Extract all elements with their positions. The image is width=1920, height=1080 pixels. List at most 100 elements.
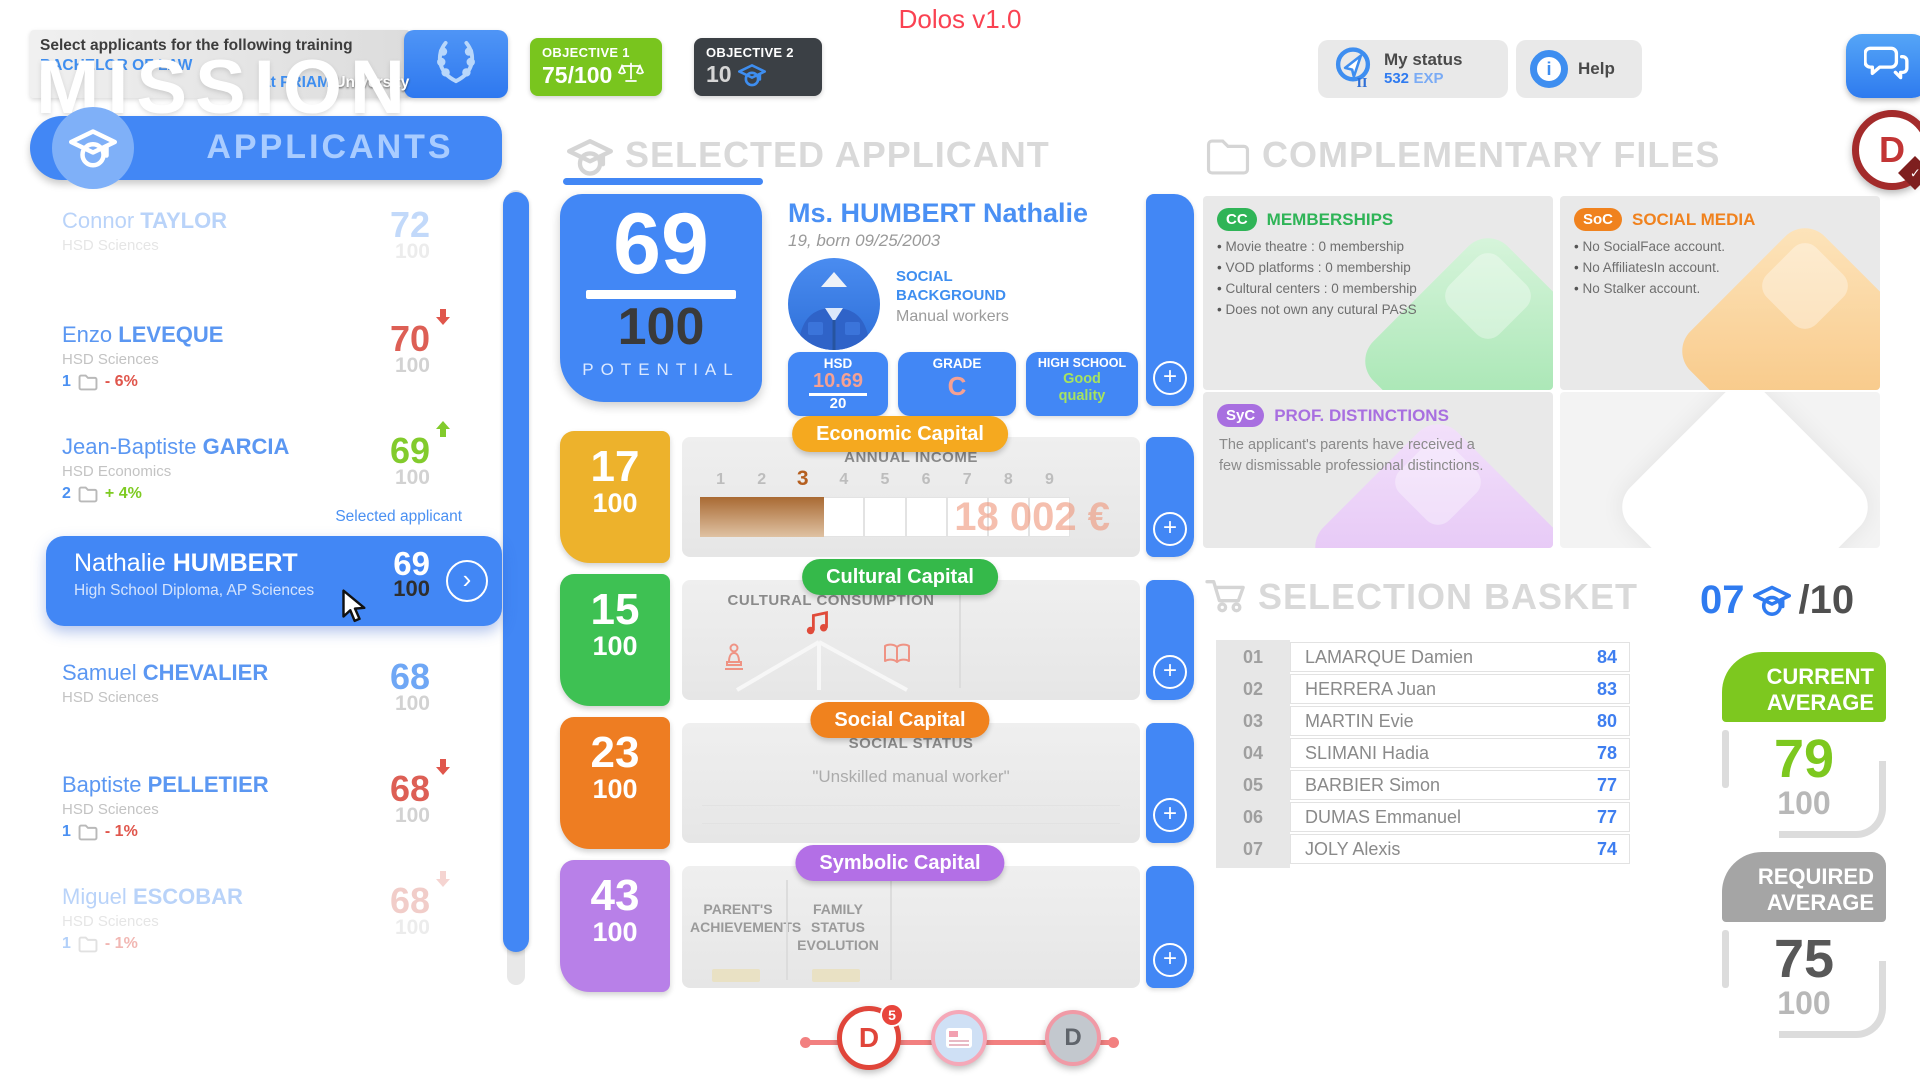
applicant-subtitle: HSD Sciences bbox=[62, 801, 159, 818]
applicant-files: 1 - 1% bbox=[62, 935, 138, 953]
add-symbolic-info-button[interactable]: + bbox=[1153, 943, 1187, 977]
applicant-subtitle: HSD Sciences bbox=[62, 237, 159, 254]
cc-tag: CC bbox=[1217, 208, 1257, 231]
news-button[interactable] bbox=[931, 1010, 987, 1066]
mission-location: at PRIAM University bbox=[262, 74, 410, 91]
mission-banner-background bbox=[30, 30, 410, 98]
grade-badge: GRADE C bbox=[898, 352, 1016, 416]
applicant-name: Samuel CHEVALIER bbox=[62, 660, 269, 685]
folder-icon bbox=[78, 936, 98, 953]
applicant-score: 69 100 bbox=[390, 421, 450, 488]
open-applicant-button[interactable]: › bbox=[446, 560, 488, 602]
symbolic-score-block: 43 100 bbox=[560, 860, 670, 992]
social-background-value: Manual workers bbox=[896, 308, 1009, 325]
dolos-seal-button[interactable]: D ✓ bbox=[1852, 110, 1920, 190]
dolos-secondary-button[interactable]: D bbox=[1045, 1010, 1101, 1066]
compass-level-icon: II bbox=[1332, 45, 1374, 94]
income-bar bbox=[700, 497, 1070, 537]
applicants-scrollbar-thumb[interactable] bbox=[503, 192, 529, 952]
objective-2-badge[interactable]: OBJECTIVE 2 10 bbox=[694, 38, 822, 96]
social-media-card[interactable]: SoC SOCIAL MEDIA No SocialFace account. … bbox=[1560, 196, 1880, 390]
my-status-button[interactable]: II My status 532 EXP bbox=[1318, 40, 1508, 98]
graduation-cap-icon bbox=[567, 136, 613, 178]
objective-1-badge[interactable]: OBJECTIVE 1 75/100 bbox=[530, 38, 662, 96]
basket-row[interactable]: 05 BARBIER Simon 77 bbox=[1216, 770, 1630, 800]
current-average-value: 79 bbox=[1773, 729, 1835, 789]
basket-row[interactable]: 06 DUMAS Emmanuel 77 bbox=[1216, 802, 1630, 832]
applicant-row[interactable]: Miguel ESCOBAR HSD Sciences 1 - 1% 68 100 bbox=[62, 871, 450, 984]
potential-card: 69 100 POTENTIAL bbox=[560, 194, 762, 402]
statue-icon bbox=[722, 642, 746, 672]
applicant-files: 1 - 6% bbox=[62, 373, 138, 390]
panel-divider bbox=[890, 880, 892, 980]
complementary-files-title: COMPLEMENTARY FILES bbox=[1262, 134, 1721, 175]
achievement-bar bbox=[712, 969, 760, 982]
grade-value: C bbox=[947, 371, 967, 401]
profile-side-strip: + bbox=[1146, 194, 1194, 406]
mission-instruction: Select applicants for the following trai… bbox=[40, 37, 353, 54]
chat-button[interactable] bbox=[1846, 34, 1920, 98]
prof-distinctions-card[interactable]: SyC PROF. DISTINCTIONS The applicant's p… bbox=[1203, 392, 1553, 548]
required-average-tab: REQUIRED AVERAGE bbox=[1722, 852, 1886, 922]
cultural-chart-title: CULTURAL CONSUMPTION bbox=[727, 592, 935, 609]
add-economic-info-button[interactable]: + bbox=[1153, 512, 1187, 546]
cultural-score-block: 15 100 bbox=[560, 574, 670, 706]
culture-web-lines bbox=[735, 640, 908, 692]
graduation-cap-icon bbox=[1752, 583, 1791, 618]
memberships-card[interactable]: CC MEMBERSHIPS Movie theatre : 0 members… bbox=[1203, 196, 1553, 390]
applicant-row[interactable]: Samuel CHEVALIER HSD Sciences 68 100 bbox=[62, 656, 430, 760]
basket-capacity: /10 bbox=[1798, 578, 1855, 622]
open-book-icon bbox=[882, 642, 912, 666]
add-social-info-button[interactable]: + bbox=[1153, 798, 1187, 832]
add-cultural-info-button[interactable]: + bbox=[1153, 655, 1187, 689]
cultural-capital-pill: Cultural Capital bbox=[802, 559, 998, 595]
basket-row[interactable]: 03 MARTIN Evie 80 bbox=[1216, 706, 1630, 736]
basket-row[interactable]: 01 LAMARQUE Damien 84 bbox=[1216, 642, 1630, 672]
distinctions-text: The applicant's parents have received a … bbox=[1219, 437, 1484, 475]
applicant-row[interactable]: Connor TAYLOR HSD Sciences 72 100 bbox=[62, 206, 430, 308]
memberships-list: Movie theatre : 0 membership VOD platfor… bbox=[1203, 235, 1553, 321]
soc-tag: SoC bbox=[1574, 208, 1622, 231]
app-version-title: Dolos v1.0 bbox=[898, 4, 1022, 34]
family-status-column: FAMILY STATUS EVOLUTION bbox=[797, 901, 879, 954]
music-note-icon bbox=[804, 608, 834, 638]
required-average-value: 75 bbox=[1773, 929, 1835, 989]
syc-tag: SyC bbox=[1217, 404, 1265, 427]
exp-counter: 532 EXP bbox=[1384, 69, 1444, 87]
social-background-label: SOCIAL BACKGROUND bbox=[896, 268, 1006, 304]
cultural-side-strip: + bbox=[1146, 580, 1194, 700]
symbolic-side-strip: + bbox=[1146, 866, 1194, 988]
basket-row[interactable]: 04 SLIMANI Hadia 78 bbox=[1216, 738, 1630, 768]
applicant-score: 68 100 bbox=[390, 759, 450, 826]
selected-name: Ms. HUMBERT Nathalie bbox=[788, 198, 1089, 228]
dolos-home-button[interactable]: D 5 bbox=[837, 1003, 904, 1070]
applicant-avatar bbox=[788, 258, 880, 350]
laurel-icon bbox=[430, 36, 482, 93]
active-income-tick: 3 bbox=[796, 467, 809, 490]
required-average-card: 75 100 bbox=[1722, 926, 1886, 1038]
basket-row[interactable]: 07 JOLY Alexis 74 bbox=[1216, 834, 1630, 864]
score-delta: + 4% bbox=[104, 485, 142, 502]
social-panel: SOCIAL STATUS "Unskilled manual worker" bbox=[682, 723, 1140, 843]
empty-file-card bbox=[1560, 392, 1880, 548]
mouse-cursor bbox=[336, 588, 370, 631]
applicant-score: 68 100 bbox=[389, 656, 430, 716]
trend-down-icon bbox=[436, 309, 450, 328]
mission-banner: Select applicants for the following trai… bbox=[30, 30, 508, 98]
folder-icon bbox=[78, 486, 98, 503]
trend-up-icon bbox=[436, 421, 450, 440]
basket-count: 07 bbox=[1700, 578, 1745, 622]
applicant-row[interactable]: Jean-Baptiste GARCIA HSD Economics 2 + 4… bbox=[62, 421, 450, 534]
help-button[interactable]: i Help bbox=[1516, 40, 1642, 98]
applicant-row-selected[interactable]: Nathalie HUMBERT High School Diploma, AP… bbox=[46, 536, 502, 626]
applicant-row[interactable]: Baptiste PELLETIER HSD Sciences 1 - 1% 6… bbox=[62, 759, 450, 872]
add-profile-info-button[interactable]: + bbox=[1153, 361, 1187, 395]
potential-score: 69 bbox=[613, 196, 709, 292]
cultural-panel: CULTURAL CONSUMPTION bbox=[682, 580, 1140, 700]
basket-row[interactable]: 02 HERRERA Juan 83 bbox=[1216, 674, 1630, 704]
applicant-row[interactable]: Enzo LEVEQUE HSD Sciences 1 - 6% 70 100 bbox=[62, 309, 450, 422]
applicant-files: 1 - 1% bbox=[62, 823, 138, 840]
social-status-value: "Unskilled manual worker" bbox=[812, 767, 1010, 786]
graduation-cap-icon bbox=[737, 62, 766, 88]
family-status-bar bbox=[812, 969, 860, 982]
